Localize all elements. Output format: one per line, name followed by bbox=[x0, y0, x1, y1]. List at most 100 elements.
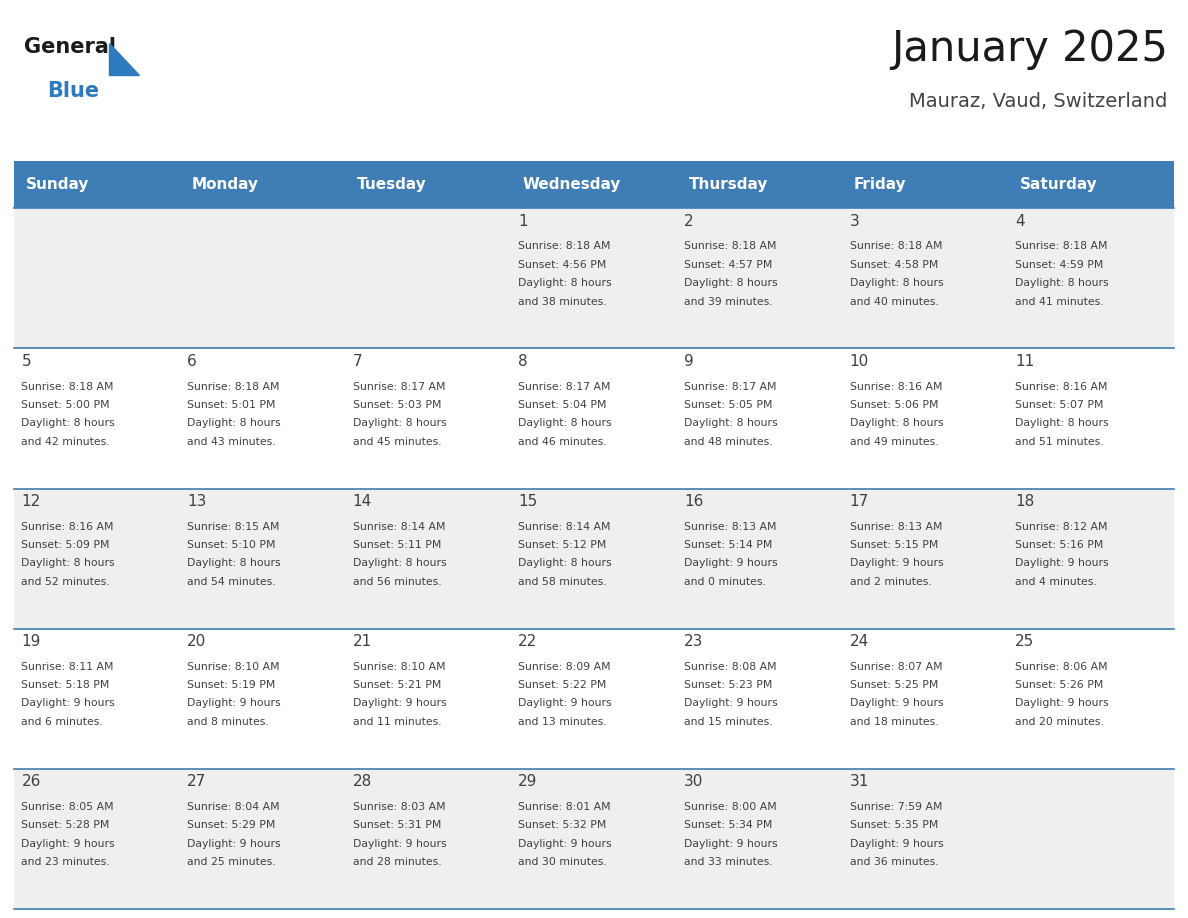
Bar bbox=[1009, 161, 1174, 208]
Text: Saturday: Saturday bbox=[1019, 177, 1098, 192]
Text: and 2 minutes.: and 2 minutes. bbox=[849, 577, 931, 587]
Text: Sunset: 5:29 PM: Sunset: 5:29 PM bbox=[187, 820, 276, 830]
Text: 3: 3 bbox=[849, 214, 859, 229]
Text: and 23 minutes.: and 23 minutes. bbox=[21, 856, 110, 867]
Text: and 13 minutes.: and 13 minutes. bbox=[518, 717, 607, 727]
Text: Sunday: Sunday bbox=[26, 177, 89, 192]
Text: 5: 5 bbox=[21, 354, 31, 369]
Text: Sunrise: 8:10 AM: Sunrise: 8:10 AM bbox=[353, 662, 446, 672]
Text: and 11 minutes.: and 11 minutes. bbox=[353, 717, 441, 727]
Text: Daylight: 8 hours: Daylight: 8 hours bbox=[518, 419, 612, 428]
Text: 31: 31 bbox=[849, 774, 868, 789]
Text: Daylight: 9 hours: Daylight: 9 hours bbox=[849, 699, 943, 709]
Text: 19: 19 bbox=[21, 634, 40, 649]
Text: 1: 1 bbox=[518, 214, 527, 229]
Text: Tuesday: Tuesday bbox=[358, 177, 426, 192]
Bar bbox=[14, 488, 1174, 629]
Text: Sunrise: 8:08 AM: Sunrise: 8:08 AM bbox=[684, 662, 777, 672]
Text: Sunset: 5:16 PM: Sunset: 5:16 PM bbox=[1016, 540, 1104, 550]
Text: and 18 minutes.: and 18 minutes. bbox=[849, 717, 939, 727]
Text: Daylight: 9 hours: Daylight: 9 hours bbox=[684, 699, 778, 709]
Text: Daylight: 8 hours: Daylight: 8 hours bbox=[187, 558, 280, 568]
Text: 27: 27 bbox=[187, 774, 207, 789]
Text: Sunrise: 8:17 AM: Sunrise: 8:17 AM bbox=[684, 382, 777, 391]
Text: Sunrise: 7:59 AM: Sunrise: 7:59 AM bbox=[849, 801, 942, 812]
Text: and 49 minutes.: and 49 minutes. bbox=[849, 437, 939, 446]
Bar bbox=[842, 161, 1009, 208]
Text: Sunrise: 8:18 AM: Sunrise: 8:18 AM bbox=[187, 382, 279, 391]
Text: Sunrise: 8:16 AM: Sunrise: 8:16 AM bbox=[21, 521, 114, 532]
Text: Sunset: 5:31 PM: Sunset: 5:31 PM bbox=[353, 820, 441, 830]
Text: Sunset: 5:19 PM: Sunset: 5:19 PM bbox=[187, 680, 276, 690]
Text: Sunset: 5:12 PM: Sunset: 5:12 PM bbox=[518, 540, 607, 550]
Text: Sunrise: 8:16 AM: Sunrise: 8:16 AM bbox=[849, 382, 942, 391]
Text: Sunset: 5:15 PM: Sunset: 5:15 PM bbox=[849, 540, 939, 550]
Text: Sunset: 5:26 PM: Sunset: 5:26 PM bbox=[1016, 680, 1104, 690]
Text: and 52 minutes.: and 52 minutes. bbox=[21, 577, 110, 587]
Text: and 36 minutes.: and 36 minutes. bbox=[849, 856, 939, 867]
Text: Daylight: 8 hours: Daylight: 8 hours bbox=[849, 419, 943, 428]
Text: Daylight: 8 hours: Daylight: 8 hours bbox=[684, 278, 778, 288]
Text: and 0 minutes.: and 0 minutes. bbox=[684, 577, 766, 587]
Text: Sunrise: 8:09 AM: Sunrise: 8:09 AM bbox=[518, 662, 611, 672]
Text: 13: 13 bbox=[187, 494, 207, 509]
Text: 2: 2 bbox=[684, 214, 694, 229]
Text: Daylight: 9 hours: Daylight: 9 hours bbox=[684, 838, 778, 848]
Text: Thursday: Thursday bbox=[688, 177, 767, 192]
Text: Sunset: 5:18 PM: Sunset: 5:18 PM bbox=[21, 680, 109, 690]
Text: 15: 15 bbox=[518, 494, 537, 509]
Text: Daylight: 9 hours: Daylight: 9 hours bbox=[353, 699, 447, 709]
Text: and 4 minutes.: and 4 minutes. bbox=[1016, 577, 1097, 587]
Text: 29: 29 bbox=[518, 774, 538, 789]
Text: Sunrise: 8:05 AM: Sunrise: 8:05 AM bbox=[21, 801, 114, 812]
Text: and 58 minutes.: and 58 minutes. bbox=[518, 577, 607, 587]
Text: Sunrise: 8:13 AM: Sunrise: 8:13 AM bbox=[849, 521, 942, 532]
Text: Sunrise: 8:17 AM: Sunrise: 8:17 AM bbox=[518, 382, 611, 391]
Text: Sunrise: 8:14 AM: Sunrise: 8:14 AM bbox=[518, 521, 611, 532]
Text: Daylight: 9 hours: Daylight: 9 hours bbox=[187, 699, 280, 709]
Text: Daylight: 9 hours: Daylight: 9 hours bbox=[1016, 699, 1108, 709]
Text: and 46 minutes.: and 46 minutes. bbox=[518, 437, 607, 446]
Text: 28: 28 bbox=[353, 774, 372, 789]
Text: Sunrise: 8:18 AM: Sunrise: 8:18 AM bbox=[684, 241, 777, 252]
Text: 30: 30 bbox=[684, 774, 703, 789]
Text: and 54 minutes.: and 54 minutes. bbox=[187, 577, 276, 587]
Text: and 30 minutes.: and 30 minutes. bbox=[518, 856, 607, 867]
Text: and 38 minutes.: and 38 minutes. bbox=[518, 297, 607, 307]
Text: and 39 minutes.: and 39 minutes. bbox=[684, 297, 772, 307]
Text: 21: 21 bbox=[353, 634, 372, 649]
Text: Sunrise: 8:12 AM: Sunrise: 8:12 AM bbox=[1016, 521, 1107, 532]
Text: and 33 minutes.: and 33 minutes. bbox=[684, 856, 772, 867]
Bar bbox=[14, 629, 1174, 768]
Bar bbox=[677, 161, 842, 208]
Text: Sunset: 5:05 PM: Sunset: 5:05 PM bbox=[684, 400, 772, 409]
Text: and 28 minutes.: and 28 minutes. bbox=[353, 856, 441, 867]
Text: and 40 minutes.: and 40 minutes. bbox=[849, 297, 939, 307]
Text: Daylight: 8 hours: Daylight: 8 hours bbox=[518, 278, 612, 288]
Polygon shape bbox=[109, 43, 139, 75]
Text: Daylight: 9 hours: Daylight: 9 hours bbox=[21, 838, 115, 848]
Text: Daylight: 8 hours: Daylight: 8 hours bbox=[1016, 278, 1108, 288]
Text: Sunset: 4:56 PM: Sunset: 4:56 PM bbox=[518, 260, 607, 270]
Text: and 45 minutes.: and 45 minutes. bbox=[353, 437, 441, 446]
Text: Sunset: 5:28 PM: Sunset: 5:28 PM bbox=[21, 820, 109, 830]
Text: Daylight: 8 hours: Daylight: 8 hours bbox=[684, 419, 778, 428]
Text: Sunset: 5:04 PM: Sunset: 5:04 PM bbox=[518, 400, 607, 409]
Text: Sunset: 5:22 PM: Sunset: 5:22 PM bbox=[518, 680, 607, 690]
Text: Mauraz, Vaud, Switzerland: Mauraz, Vaud, Switzerland bbox=[910, 92, 1168, 111]
Text: General: General bbox=[24, 37, 115, 57]
Text: Sunrise: 8:10 AM: Sunrise: 8:10 AM bbox=[187, 662, 279, 672]
Text: Sunrise: 8:18 AM: Sunrise: 8:18 AM bbox=[1016, 241, 1107, 252]
Text: Daylight: 9 hours: Daylight: 9 hours bbox=[518, 838, 612, 848]
Text: Daylight: 8 hours: Daylight: 8 hours bbox=[353, 558, 447, 568]
Text: and 25 minutes.: and 25 minutes. bbox=[187, 856, 276, 867]
Text: 22: 22 bbox=[518, 634, 537, 649]
Text: and 43 minutes.: and 43 minutes. bbox=[187, 437, 276, 446]
Text: and 56 minutes.: and 56 minutes. bbox=[353, 577, 441, 587]
Text: Sunset: 5:25 PM: Sunset: 5:25 PM bbox=[849, 680, 939, 690]
Text: 17: 17 bbox=[849, 494, 868, 509]
Text: 11: 11 bbox=[1016, 354, 1035, 369]
Text: Daylight: 9 hours: Daylight: 9 hours bbox=[849, 558, 943, 568]
Text: Friday: Friday bbox=[854, 177, 906, 192]
Text: Daylight: 8 hours: Daylight: 8 hours bbox=[21, 558, 115, 568]
